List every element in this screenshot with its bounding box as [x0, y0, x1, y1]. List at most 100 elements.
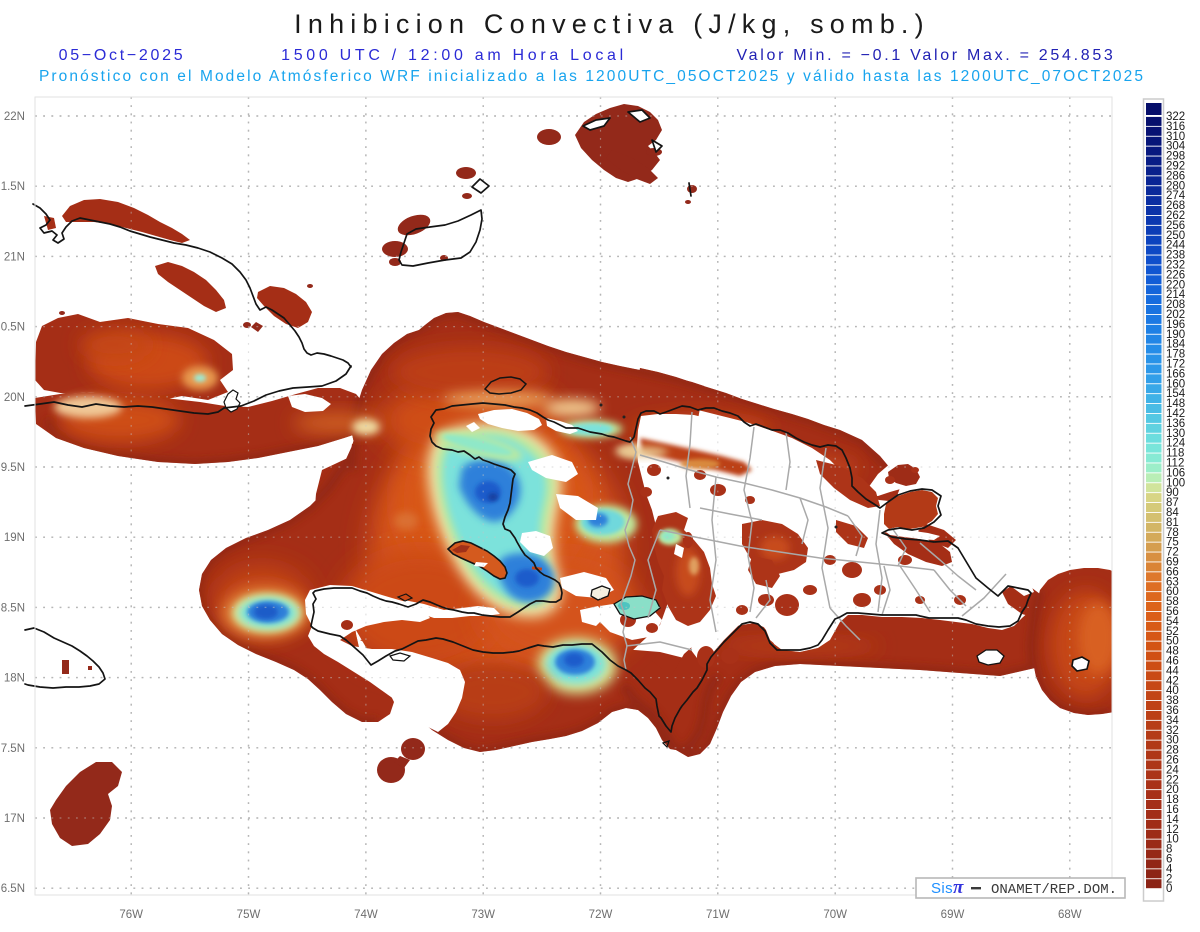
svg-text:05−Oct−2025: 05−Oct−2025 — [59, 47, 186, 64]
svg-text:30: 30 — [1166, 735, 1179, 747]
svg-text:12: 12 — [1166, 824, 1179, 836]
svg-text:63: 63 — [1166, 576, 1179, 588]
svg-text:34: 34 — [1166, 715, 1179, 727]
svg-text:220: 220 — [1166, 279, 1185, 291]
svg-text:238: 238 — [1166, 250, 1185, 262]
svg-text:202: 202 — [1166, 309, 1185, 321]
svg-text:76W: 76W — [119, 909, 143, 921]
svg-text:84: 84 — [1166, 507, 1179, 519]
svg-text:22: 22 — [1166, 774, 1179, 786]
svg-text:124: 124 — [1166, 438, 1186, 450]
svg-text:Sis: Sis — [931, 880, 953, 897]
svg-text:69W: 69W — [941, 909, 965, 921]
svg-text:20N: 20N — [4, 392, 25, 404]
svg-text:17N: 17N — [4, 813, 25, 825]
svg-text:52: 52 — [1166, 626, 1179, 638]
svg-text:48: 48 — [1166, 646, 1179, 658]
svg-text:70W: 70W — [823, 909, 847, 921]
svg-text:56: 56 — [1166, 606, 1179, 618]
svg-text:304: 304 — [1166, 141, 1186, 153]
svg-text:262: 262 — [1166, 210, 1185, 222]
svg-text:130: 130 — [1166, 428, 1185, 440]
svg-text:298: 298 — [1166, 151, 1185, 163]
svg-text:42: 42 — [1166, 675, 1179, 687]
svg-text:6.5N: 6.5N — [1, 883, 25, 895]
svg-text:0.5N: 0.5N — [1, 322, 25, 334]
svg-text:292: 292 — [1166, 161, 1185, 173]
svg-text:66: 66 — [1166, 566, 1179, 578]
svg-text:172: 172 — [1166, 359, 1185, 371]
svg-text:21N: 21N — [4, 251, 25, 263]
svg-text:74W: 74W — [354, 909, 378, 921]
svg-text:50: 50 — [1166, 636, 1179, 648]
svg-text:22N: 22N — [4, 111, 25, 123]
svg-text:69: 69 — [1166, 557, 1179, 569]
svg-text:208: 208 — [1166, 299, 1185, 311]
svg-text:286: 286 — [1166, 170, 1185, 182]
svg-text:54: 54 — [1166, 616, 1179, 628]
svg-text:4: 4 — [1166, 863, 1173, 875]
svg-text:75: 75 — [1166, 537, 1179, 549]
svg-text:118: 118 — [1166, 448, 1184, 460]
svg-text:322: 322 — [1166, 111, 1185, 123]
svg-text:112: 112 — [1166, 458, 1184, 470]
svg-text:58: 58 — [1166, 596, 1179, 608]
svg-text:214: 214 — [1166, 289, 1186, 301]
svg-text:Pronóstico con el Modelo Atmós: Pronóstico con el Modelo Atmósferico WRF… — [39, 68, 1145, 85]
svg-text:250: 250 — [1166, 230, 1185, 242]
svg-text:73W: 73W — [471, 909, 495, 921]
svg-text:72W: 72W — [589, 909, 613, 921]
svg-text:44: 44 — [1166, 665, 1179, 677]
svg-text:24: 24 — [1166, 764, 1179, 776]
svg-text:1.5N: 1.5N — [1, 181, 25, 193]
svg-text:16: 16 — [1166, 804, 1179, 816]
svg-text:184: 184 — [1166, 339, 1186, 351]
svg-text:142: 142 — [1166, 408, 1185, 420]
svg-text:32: 32 — [1166, 725, 1179, 737]
svg-text:268: 268 — [1166, 200, 1185, 212]
svg-text:148: 148 — [1166, 398, 1185, 410]
svg-text:10: 10 — [1166, 834, 1179, 846]
svg-text:160: 160 — [1166, 378, 1185, 390]
svg-text:28: 28 — [1166, 745, 1179, 757]
svg-text:136: 136 — [1166, 418, 1185, 430]
svg-text:18N: 18N — [4, 673, 25, 685]
svg-text:7.5N: 7.5N — [1, 743, 25, 755]
svg-text:166: 166 — [1166, 368, 1185, 380]
svg-text:6: 6 — [1166, 854, 1172, 866]
svg-text:90: 90 — [1166, 487, 1179, 499]
svg-text:78: 78 — [1166, 527, 1179, 539]
svg-text:75W: 75W — [237, 909, 261, 921]
svg-text:9.5N: 9.5N — [1, 462, 25, 474]
svg-text:1500 UTC / 12:00 am Hora Local: 1500 UTC / 12:00 am Hora Local — [281, 47, 627, 64]
svg-text:190: 190 — [1166, 329, 1185, 341]
svg-text:81: 81 — [1166, 517, 1179, 529]
svg-text:100: 100 — [1166, 477, 1185, 489]
svg-text:71W: 71W — [706, 909, 730, 921]
svg-text:π: π — [953, 877, 964, 898]
svg-text:256: 256 — [1166, 220, 1185, 232]
svg-text:18: 18 — [1166, 794, 1179, 806]
svg-text:310: 310 — [1166, 131, 1185, 143]
svg-text:154: 154 — [1166, 388, 1186, 400]
svg-text:8.5N: 8.5N — [1, 602, 25, 614]
svg-text:26: 26 — [1166, 755, 1179, 767]
svg-text:244: 244 — [1166, 240, 1186, 252]
svg-text:280: 280 — [1166, 180, 1185, 192]
svg-text:2: 2 — [1166, 873, 1172, 885]
svg-text:178: 178 — [1166, 349, 1185, 361]
svg-text:232: 232 — [1166, 260, 1185, 272]
svg-text:196: 196 — [1166, 319, 1185, 331]
svg-text:316: 316 — [1166, 121, 1185, 133]
svg-text:87: 87 — [1166, 497, 1179, 509]
svg-text:226: 226 — [1166, 269, 1185, 281]
svg-text:19N: 19N — [4, 532, 25, 544]
svg-text:72: 72 — [1166, 547, 1179, 559]
svg-text:38: 38 — [1166, 695, 1179, 707]
svg-text:Inhibicion Convectiva (J/kg, s: Inhibicion Convectiva (J/kg, somb.) — [294, 9, 930, 39]
svg-text:ONAMET/REP.DOM.: ONAMET/REP.DOM. — [991, 882, 1117, 898]
svg-text:8: 8 — [1166, 844, 1172, 856]
svg-text:46: 46 — [1166, 656, 1179, 668]
svg-text:60: 60 — [1166, 586, 1179, 598]
svg-text:274: 274 — [1166, 190, 1186, 202]
